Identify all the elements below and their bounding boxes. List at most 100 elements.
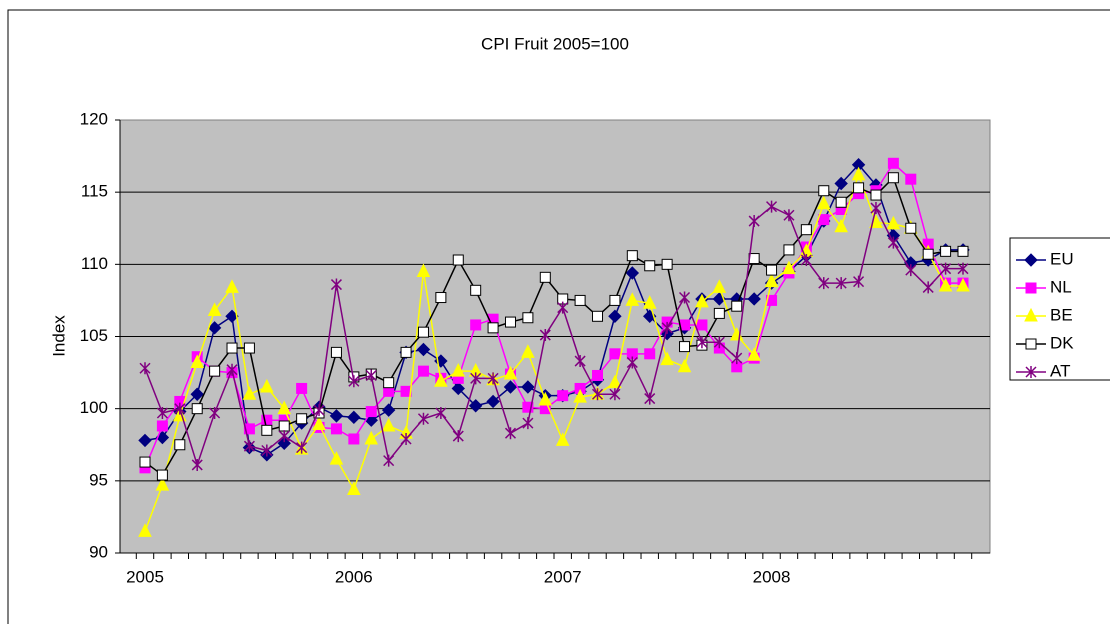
marker	[383, 454, 395, 467]
marker	[451, 363, 466, 377]
marker	[557, 390, 569, 402]
marker	[1024, 307, 1038, 322]
marker	[783, 244, 795, 256]
marker	[538, 391, 553, 406]
marker	[957, 245, 969, 257]
marker	[747, 292, 761, 306]
marker	[504, 316, 516, 328]
marker	[400, 432, 412, 445]
marker	[435, 406, 447, 419]
marker	[452, 430, 464, 443]
marker	[851, 166, 866, 181]
marker	[1025, 282, 1037, 294]
marker	[834, 176, 848, 191]
marker	[139, 456, 151, 468]
legend	[1009, 237, 1110, 381]
marker	[713, 336, 725, 349]
marker	[574, 294, 586, 306]
marker	[226, 363, 238, 376]
marker	[470, 284, 482, 296]
marker	[905, 222, 917, 234]
marker	[138, 523, 152, 537]
marker	[712, 279, 727, 293]
legend-label: BE	[1050, 305, 1073, 324]
marker	[1025, 338, 1037, 350]
marker	[400, 346, 412, 358]
marker	[225, 279, 239, 293]
marker	[782, 260, 796, 275]
y-tick-label: 95	[89, 470, 108, 489]
marker	[381, 403, 396, 417]
marker	[521, 344, 535, 358]
marker	[644, 392, 656, 405]
marker	[434, 373, 448, 387]
marker	[365, 369, 377, 382]
marker	[800, 254, 812, 267]
marker	[209, 365, 221, 377]
marker	[468, 399, 483, 413]
x-tick-label: 2008	[753, 567, 791, 586]
marker	[330, 346, 342, 358]
marker	[296, 441, 308, 454]
marker	[156, 420, 168, 432]
marker	[957, 262, 969, 275]
marker	[487, 322, 499, 334]
marker	[922, 281, 934, 294]
marker	[452, 254, 464, 266]
legend-label: DK	[1050, 333, 1074, 352]
marker	[870, 189, 882, 201]
marker	[905, 173, 917, 185]
y-tick-label: 110	[81, 254, 108, 273]
marker	[591, 388, 604, 401]
marker	[209, 406, 221, 419]
marker	[905, 264, 917, 277]
marker	[451, 381, 465, 396]
marker	[642, 295, 657, 309]
marker	[191, 403, 203, 415]
marker	[487, 372, 499, 385]
x-tick-label: 2006	[335, 567, 373, 586]
marker	[242, 386, 257, 400]
marker	[260, 378, 274, 393]
y-axis-label: Index	[49, 315, 68, 357]
legend-label: NL	[1050, 277, 1072, 296]
marker	[226, 342, 238, 354]
marker	[243, 423, 255, 435]
marker	[347, 410, 361, 425]
marker	[956, 277, 970, 292]
marker	[191, 458, 203, 471]
marker	[835, 277, 847, 290]
marker	[644, 260, 656, 272]
marker	[660, 351, 674, 366]
marker	[243, 342, 255, 354]
x-tick-label: 2005	[126, 567, 164, 586]
marker	[277, 436, 291, 451]
marker	[243, 440, 255, 453]
marker	[764, 273, 779, 288]
marker	[748, 215, 760, 228]
marker	[277, 400, 292, 415]
marker	[800, 224, 812, 236]
marker	[555, 432, 570, 446]
marker	[364, 430, 379, 445]
marker	[609, 294, 621, 306]
marker	[922, 248, 934, 260]
marker	[609, 388, 621, 401]
marker	[818, 277, 830, 290]
marker	[261, 444, 273, 457]
y-tick-label: 105	[80, 326, 108, 345]
marker	[747, 347, 761, 361]
marker	[416, 263, 431, 278]
marker	[383, 377, 395, 389]
marker	[435, 292, 447, 304]
marker	[416, 342, 431, 357]
marker	[522, 312, 534, 324]
marker	[870, 202, 882, 215]
x-tick-label: 2007	[544, 567, 582, 586]
y-tick-label: 120	[80, 109, 108, 128]
marker	[1024, 253, 1038, 267]
y-tick-label: 100	[80, 398, 108, 417]
marker	[348, 375, 360, 388]
marker	[748, 253, 760, 265]
marker	[626, 250, 638, 262]
